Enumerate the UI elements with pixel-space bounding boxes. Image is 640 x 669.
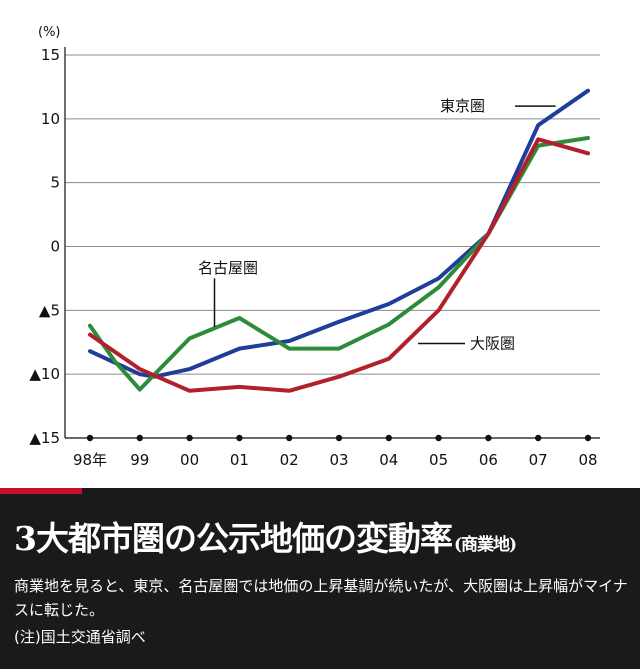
x-tick-label: 01 [230,451,249,469]
x-tick-dot [136,434,143,442]
x-tick-label: 02 [280,451,299,469]
series-label-nagoya: 名古屋圏 [198,259,258,277]
x-tick-dot [186,434,193,442]
series-label-tokyo: 東京圏 [440,97,485,115]
x-tick-label: 06 [479,451,498,469]
y-tick-label: ▲5 [39,301,60,319]
x-tick-dot [535,434,542,442]
y-tick-label: ▲10 [29,365,60,383]
x-tick-dot [286,434,293,442]
x-tick-label: 03 [329,451,348,469]
x-tick-dot [385,434,392,442]
accent-bar [0,488,82,494]
caption-note: (注)国土交通省調べ [14,628,146,646]
series-lines [88,88,590,393]
y-tick-label: 15 [41,46,60,64]
x-tick-dot [236,434,243,442]
caption-title-text: 3大都市圏の公示地価の変動率 [14,519,453,558]
chart-panel: 15 10 5 0 ▲5 ▲10 ▲15 (%) 98年 99 00 01 02 03 04 05 06 07 08… [29,25,600,469]
axes: 15 10 5 0 ▲5 ▲10 ▲15 (%) 98年 99 00 01 02 03 04 05 06 07 08 [29,25,600,469]
line-chart: 15 10 5 0 ▲5 ▲10 ▲15 (%) 98年 99 00 01 02 03 04 05 06 07 08… [29,25,600,469]
x-tick-dot [485,434,492,442]
y-tick-label: 0 [50,238,60,256]
x-tick-label: 08 [578,451,597,469]
caption-panel: 3大都市圏の公示地価の変動率 (商業地) 商業地を見ると、東京、名古屋圏では地価の… [0,488,640,669]
caption-body: 商業地を見ると、東京、名古屋圏では地価の上昇基調が続いたが、大阪圏は上昇幅がマイ… [14,577,628,619]
x-tick-label: 07 [529,451,548,469]
x-tick-label: 00 [180,451,199,469]
x-tick-dot [335,434,343,442]
x-tick-dot [435,434,442,442]
y-tick-label: ▲15 [29,429,60,447]
caption-subtitle: (商業地) [453,535,517,555]
y-unit-label: (%) [38,25,61,40]
x-tick-dot [86,434,94,442]
x-tick-label: 04 [379,451,398,469]
x-tick-label: 99 [130,451,149,469]
y-tick-label: 5 [50,174,60,192]
x-tick-dot [584,434,592,442]
series-line [88,137,590,393]
x-tick-label: 98年 [73,451,107,469]
y-tick-label: 10 [41,110,60,128]
x-tick-label: 05 [429,451,448,469]
caption-title: 3大都市圏の公示地価の変動率 (商業地) [14,512,517,560]
series-label-osaka: 大阪圏 [470,335,515,353]
